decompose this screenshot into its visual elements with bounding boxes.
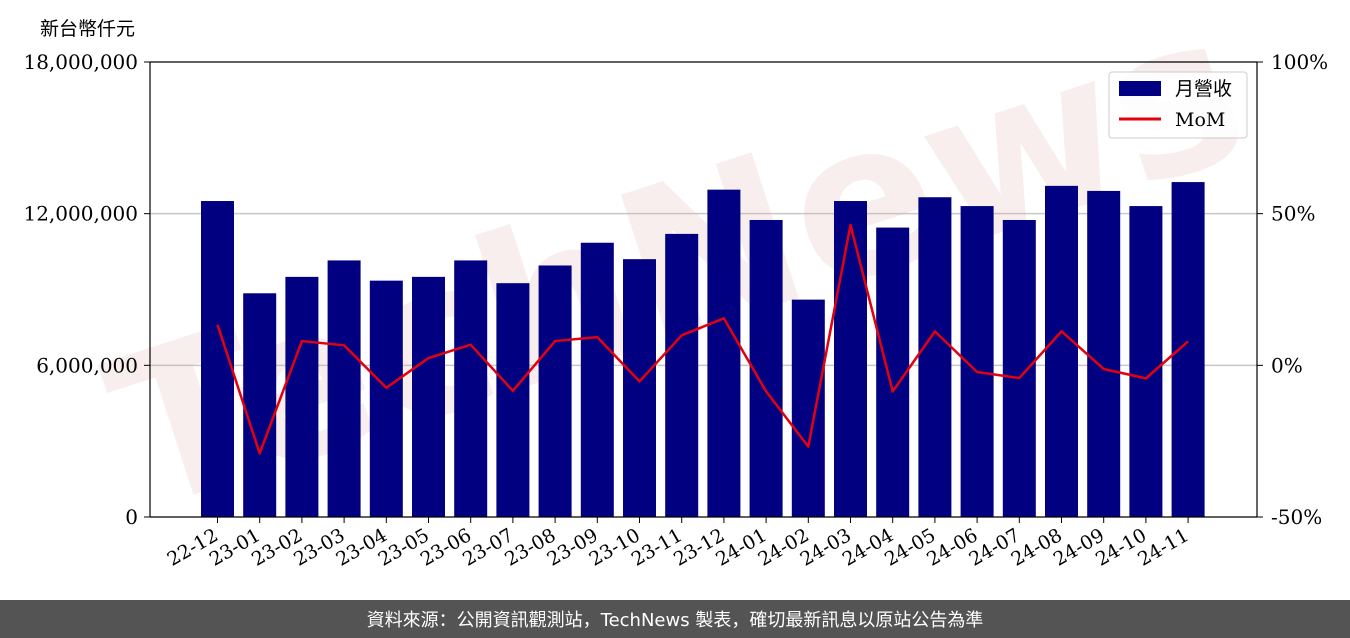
bar-23-09 [580, 242, 614, 517]
bar-24-08 [1045, 185, 1078, 517]
bar-24-07 [1002, 219, 1036, 517]
bar-23-01 [243, 293, 277, 517]
bar-23-10 [623, 259, 656, 517]
y-unit-label: 新台幣仟元 [40, 18, 136, 40]
left-tick-label-2: 12,000,000 [23, 202, 138, 226]
bar-23-02 [285, 276, 319, 517]
chart: TechNews06,000,00012,000,00018,000,000-5… [23, 0, 1328, 571]
legend-label-bar: 月營收 [1175, 78, 1232, 100]
bar-24-03 [834, 201, 867, 517]
right-tick-label-3: 100% [1271, 50, 1328, 74]
bar-24-02 [791, 299, 825, 517]
left-tick-label-0: 0 [125, 505, 138, 529]
bar-23-04 [369, 280, 403, 517]
bar-24-10 [1129, 206, 1163, 518]
bar-24-04 [876, 227, 910, 517]
bar-24-01 [749, 219, 783, 517]
bar-23-05 [412, 276, 445, 517]
right-tick-label-2: 50% [1271, 202, 1315, 226]
bar-23-11 [665, 233, 699, 517]
left-tick-label-3: 18,000,000 [23, 50, 138, 74]
bar-24-09 [1087, 190, 1121, 517]
right-tick-label-1: 0% [1271, 353, 1303, 377]
bar-24-11 [1171, 182, 1205, 517]
mom-line [216, 223, 1189, 455]
right-tick-label-0: -50% [1271, 505, 1322, 529]
left-tick-label-1: 6,000,000 [36, 353, 138, 377]
bar-23-07 [496, 283, 530, 517]
bar-24-05 [918, 197, 952, 517]
source-footer: 資料來源：公開資訊觀測站，TechNews 製表，確切最新訊息以原站公告為準 [0, 600, 1350, 638]
bar-23-03 [327, 260, 361, 517]
bar-23-08 [538, 265, 572, 517]
bar-23-12 [707, 189, 741, 517]
legend-label-line: MoM [1175, 109, 1225, 131]
legend-swatch-bar [1119, 81, 1161, 96]
bar-23-06 [454, 260, 488, 517]
